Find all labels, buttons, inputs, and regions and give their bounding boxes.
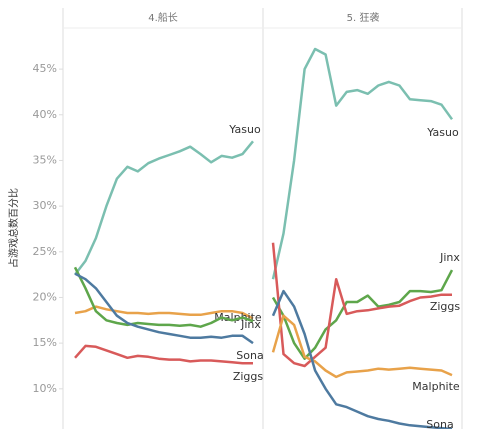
y-tick-label: 25% — [33, 245, 57, 258]
y-tick-label: 10% — [33, 382, 57, 395]
series-label: Sona — [426, 418, 453, 429]
y-tick-label: 45% — [33, 62, 57, 75]
series-line — [271, 289, 453, 429]
series-line — [271, 47, 454, 280]
y-axis-label: 占游戏总数百分比 — [7, 188, 20, 268]
y-tick-label: 30% — [33, 199, 57, 212]
y-tick-label: 40% — [33, 108, 57, 121]
series-line — [74, 305, 254, 320]
series-label: Jinx — [240, 318, 261, 331]
series-line — [73, 266, 254, 328]
y-tick-label: 20% — [33, 290, 57, 303]
series-line — [74, 140, 254, 276]
series-line — [74, 272, 254, 345]
series-label: Ziggs — [233, 370, 264, 383]
series-line — [74, 344, 253, 365]
y-tick-label: 35% — [33, 153, 57, 166]
series-label: Jinx — [439, 251, 460, 264]
series-line — [271, 314, 453, 379]
y-tick-label: 15% — [33, 336, 57, 349]
panel-title: 5. 狂袭 — [347, 12, 380, 24]
series-label: Yasuo — [426, 126, 459, 139]
series-label: Ziggs — [430, 300, 461, 313]
series-label: Yasuo — [228, 123, 261, 136]
series-label: Sona — [236, 349, 263, 362]
panel-title: 4.船长 — [148, 11, 178, 24]
series-label: Malphite — [412, 380, 460, 393]
series-line — [271, 242, 452, 368]
series-line — [271, 269, 454, 360]
